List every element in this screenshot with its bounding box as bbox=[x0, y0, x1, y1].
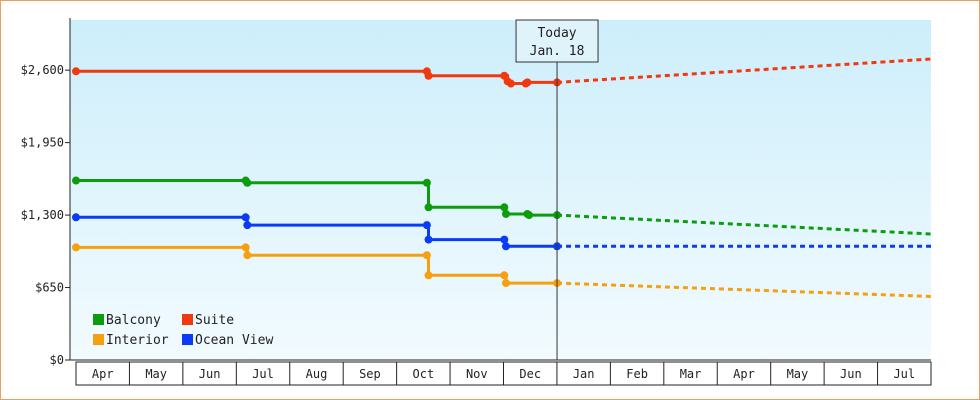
series-point bbox=[500, 235, 509, 244]
x-tick-label: Jan bbox=[573, 367, 595, 381]
legend-label: Suite bbox=[195, 313, 234, 328]
y-tick-label: $2,600 bbox=[21, 63, 64, 77]
legend-swatch bbox=[182, 334, 193, 345]
y-tick-label: $1,950 bbox=[21, 136, 64, 150]
series-point bbox=[243, 178, 252, 187]
legend-swatch bbox=[93, 334, 104, 345]
series-point bbox=[500, 203, 509, 212]
series-point bbox=[422, 178, 431, 187]
x-tick-label: Dec bbox=[519, 367, 541, 381]
today-label: Today bbox=[537, 26, 576, 41]
x-tick-label: Jun bbox=[199, 367, 221, 381]
series-point bbox=[501, 242, 510, 251]
series-point bbox=[241, 213, 250, 222]
series-point bbox=[424, 271, 433, 280]
x-tick-label: Mar bbox=[680, 367, 702, 381]
series-point bbox=[424, 235, 433, 244]
series-point bbox=[243, 221, 252, 230]
series-point bbox=[422, 251, 431, 260]
y-tick-label: $0 bbox=[50, 353, 64, 367]
series-point bbox=[72, 213, 80, 222]
series-point bbox=[241, 243, 250, 252]
y-axis: $0 $650 $1,300 $1,950 $2,600 bbox=[21, 18, 71, 367]
legend-label: Ocean View bbox=[195, 333, 273, 348]
series-point bbox=[500, 271, 509, 280]
x-tick-label: Feb bbox=[626, 367, 648, 381]
series-point bbox=[523, 78, 532, 87]
legend-label: Interior bbox=[106, 333, 169, 348]
today-label-box bbox=[515, 19, 599, 63]
x-tick-label: Apr bbox=[733, 367, 755, 381]
series-point bbox=[72, 176, 80, 185]
y-tick-label: $650 bbox=[35, 281, 64, 295]
series-point bbox=[424, 203, 433, 212]
series-point bbox=[424, 71, 433, 80]
legend-label: Balcony bbox=[106, 313, 161, 328]
legend-swatch bbox=[182, 314, 193, 325]
series-point bbox=[525, 211, 534, 220]
series-point bbox=[243, 251, 252, 260]
x-tick-label: Oct bbox=[413, 367, 435, 381]
x-tick-label: Jun bbox=[840, 367, 862, 381]
series-point bbox=[72, 243, 80, 252]
series-point bbox=[72, 67, 80, 76]
series-layer bbox=[72, 57, 932, 298]
x-tick-label: Jul bbox=[252, 367, 274, 381]
x-axis: Apr May Jun Jul Aug Sep Oct Nov Dec Jan Feb Mar Apr M… bbox=[70, 359, 932, 386]
series-point bbox=[501, 279, 510, 288]
x-tick-label: May bbox=[787, 367, 809, 381]
legend-swatch bbox=[93, 314, 104, 325]
today-date-label: Jan. 18 bbox=[530, 44, 585, 59]
x-tick-label: Apr bbox=[92, 367, 114, 381]
x-tick-label: Nov bbox=[466, 367, 488, 381]
x-tick-label: Jul bbox=[893, 367, 915, 381]
x-tick-label: Sep bbox=[359, 367, 381, 381]
series-point bbox=[501, 209, 510, 218]
x-tick-label: May bbox=[145, 367, 167, 381]
series-point bbox=[422, 221, 431, 230]
legend: Balcony Suite Interior Ocean View bbox=[93, 313, 273, 348]
today-marker: Today Jan. 18 bbox=[515, 19, 599, 360]
y-tick-label: $1,300 bbox=[21, 208, 64, 222]
x-tick-label: Aug bbox=[306, 367, 328, 381]
series-point bbox=[506, 79, 515, 88]
